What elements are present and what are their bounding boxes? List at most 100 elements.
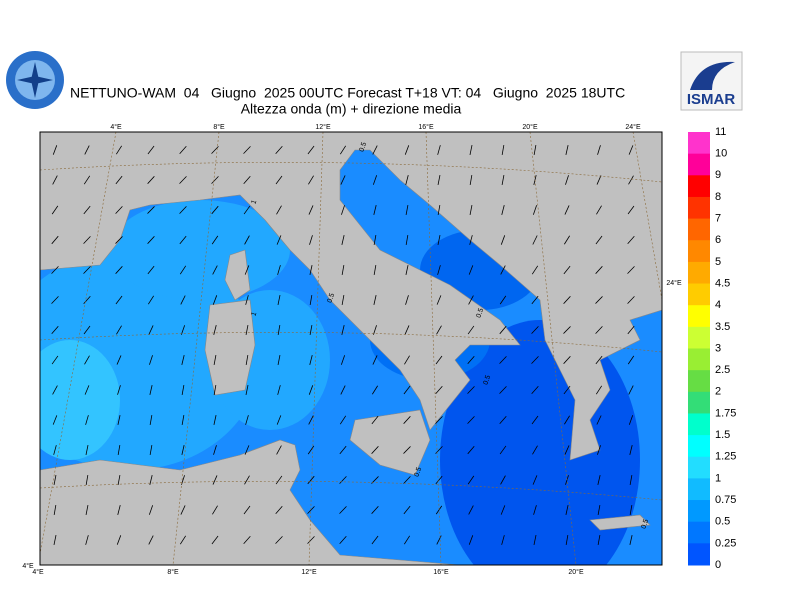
arrow [212,265,218,275]
arrow [149,385,153,395]
colorbar-label: 4 [715,299,721,311]
arrow [467,386,475,394]
arrow [469,175,473,185]
arrow [117,415,121,425]
arrow [245,415,249,425]
arrow [51,205,59,215]
arrow [371,385,379,395]
arrow [531,386,539,394]
arrow [180,325,186,335]
arrow [244,235,250,245]
arrow [244,265,250,275]
arrow [244,475,250,485]
arrow [372,355,378,365]
contour-label: 1 [250,311,258,317]
arrow [53,475,57,485]
arrow [404,145,410,155]
arrow [403,535,411,545]
colorbar-label: 10 [715,148,727,160]
arrow [307,506,315,514]
arrow [468,265,474,275]
arrow [627,205,635,215]
arrow [243,505,251,515]
colorbar-band [688,261,710,285]
arrow [307,445,315,455]
arrow [372,145,378,155]
arrow [467,355,475,365]
arrow [628,385,634,395]
arrow [83,236,91,244]
arrow [52,175,58,185]
colorbar-band [688,153,710,176]
arrow [309,265,313,275]
corner-label: 4°E [22,562,34,570]
colorbar-label: 2.5 [715,364,730,376]
arrow [84,355,90,365]
arrow [371,415,379,425]
contour-label: 0.5 [640,518,650,530]
colorbar-band [688,478,710,501]
arrow [212,295,218,305]
arrow [373,325,377,335]
lon-label: 24°E [625,123,641,131]
arrow [211,176,219,184]
arrow [245,385,249,395]
lon-label: 16°E [433,568,449,576]
arrow [149,445,153,455]
arrow [627,235,635,245]
arrow [595,355,603,365]
arrow [533,505,537,515]
arrow [371,535,379,545]
arrow [148,535,154,545]
arrow [563,385,571,395]
arrow [308,385,314,395]
arrow [437,205,441,215]
logo-right: ISMAR [680,51,743,111]
arrow [596,175,602,185]
graticule [40,132,662,565]
arrow [148,325,154,335]
arrow [243,146,251,154]
arrow [212,505,218,515]
colorbar-band [688,132,710,155]
arrow [309,325,313,335]
arrow [52,385,58,395]
arrow [211,535,219,545]
arrow [405,175,409,185]
arrow [405,295,409,305]
arrow [373,265,377,275]
contour-label: 0.5 [475,307,485,319]
arrow [84,145,90,155]
colorbar-band [688,326,710,349]
arrow [147,295,155,305]
arrow [532,235,538,245]
arrow [435,475,443,485]
arrow [595,266,603,274]
arrow [436,535,442,545]
arrow [117,505,121,515]
arrow [213,355,217,365]
arrow [339,445,347,455]
arrow [435,446,443,454]
arrow [469,205,473,215]
arrow [117,385,121,395]
arrow [435,416,443,424]
arrow [435,385,443,395]
arrow [499,295,507,305]
arrow [277,325,281,335]
lon-label: 16°E [418,123,434,131]
arrow [563,265,571,275]
arrow [531,356,539,364]
arrow [500,505,506,515]
arrow [85,475,89,485]
title: NETTUNO-WAM 04 Giugno 2025 00UTC Forecas… [70,85,625,101]
arrow [628,145,634,155]
arrow [405,265,409,275]
arrow [531,415,539,425]
colorbar-label: 7 [715,213,721,225]
arrow [531,265,539,275]
arrow [499,445,507,455]
arrow [308,205,314,215]
arrow [243,205,251,215]
arrow [85,535,89,545]
